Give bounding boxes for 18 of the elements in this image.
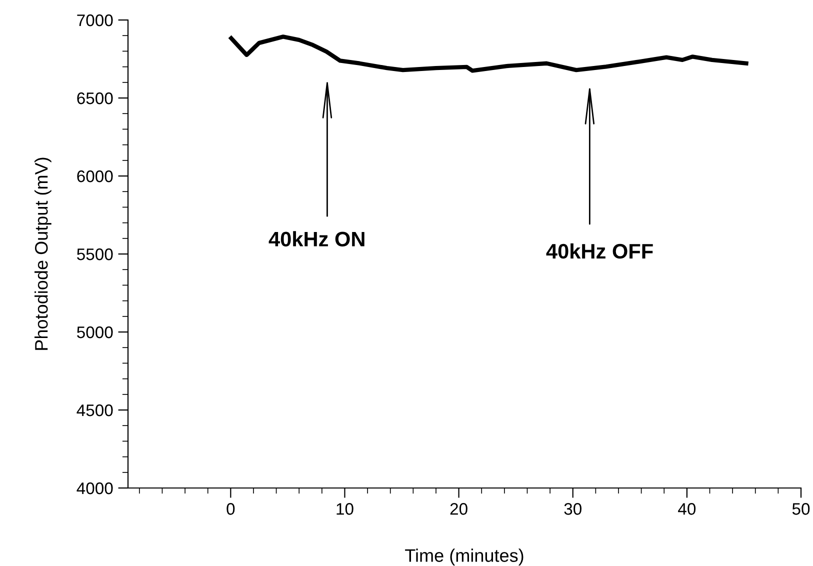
x-tick-label: 10 (336, 503, 354, 515)
annotation: 40kHz ON (268, 231, 364, 246)
x-tick-label: 20 (450, 503, 468, 515)
x-tick-label: 40 (678, 503, 696, 515)
line-series (229, 34, 748, 73)
y-tick-label: 5500 (77, 248, 113, 260)
y-tick-label: 7000 (77, 14, 113, 26)
x-tick-label: 0 (226, 503, 235, 515)
x-tick-label: 50 (792, 503, 810, 515)
annotation: 40kHz OFF (546, 243, 653, 259)
y-tick-label: 4000 (76, 482, 113, 494)
y-tick-label: 4500 (76, 404, 113, 416)
x-axis-title: Time (minutes) (405, 548, 524, 566)
y-tick-label: 6500 (77, 92, 113, 104)
x-tick-label: 30 (564, 503, 582, 515)
y-axis-title: Photodiode Output (mV) (34, 158, 52, 350)
y-tick-label: 5000 (77, 326, 113, 338)
y-tick-label: 6000 (77, 170, 113, 182)
